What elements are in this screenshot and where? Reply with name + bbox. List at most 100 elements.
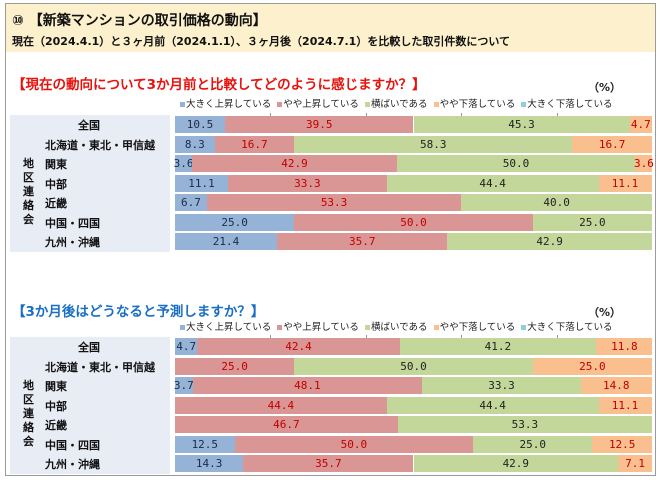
axis-tick: [556, 335, 558, 338]
bar-segment: 25.0: [473, 435, 593, 453]
legend-swatch: [180, 102, 185, 107]
bar-segment: 53.3: [206, 194, 462, 211]
bar-segment: 50.0: [294, 357, 533, 375]
bar-segment: 10.5: [175, 116, 226, 133]
bar-segment: 6.7: [175, 194, 207, 211]
bar-segment: 50.0: [396, 155, 636, 172]
legend-label: 大きく上昇している: [186, 99, 272, 110]
bar-segment: 44.4: [175, 396, 387, 414]
category-label: 中部: [45, 177, 67, 191]
category-label: 近畿: [45, 197, 67, 210]
bar-segment: 40.0: [461, 194, 652, 211]
legend-swatch: [521, 325, 527, 330]
category-label: 北海道・東北・甲信越: [45, 360, 155, 374]
legend-label: 大きく上昇している: [186, 322, 272, 333]
legend-item: やや下落している: [433, 96, 516, 110]
label-column-bg: [10, 115, 170, 252]
category-label: 北海道・東北・甲信越: [45, 138, 155, 152]
bar-segment: 4.7: [629, 116, 652, 133]
bar-segment: 44.4: [386, 396, 599, 414]
legend-swatch: [277, 325, 283, 330]
legend-item: 横ばいである: [364, 319, 428, 333]
bar-segment: 11.1: [598, 174, 652, 192]
bar-segment: 4.7: [175, 338, 198, 355]
bar-segment: 33.3: [422, 377, 581, 394]
chart2-unit: （%）: [588, 306, 622, 319]
bar-segment: 12.5: [175, 435, 235, 453]
chart1-legend: 大きく上昇している やや上昇している 横ばいである やや下落している 大きく下落している: [180, 96, 613, 110]
bar-segment: 44.4: [386, 174, 599, 192]
legend-item: 横ばいである: [364, 96, 428, 110]
chart1-title: 【現在の動向について3か月前と比較してどのように感じますか？】: [12, 77, 426, 93]
legend-item: 大きく下落している: [521, 319, 613, 333]
axis-tick: [270, 335, 272, 338]
legend-label: 横ばいである: [370, 99, 428, 110]
legend-label: やや下落している: [439, 322, 516, 333]
bar-segment: 25.0: [175, 357, 295, 375]
chart2-legend: 大きく上昇している やや上昇している 横ばいである やや下落している 大きく下落している: [180, 319, 613, 333]
legend-label: やや上昇している: [283, 322, 359, 333]
bar-segment: 42.9: [447, 233, 652, 250]
bar-segment: 25.0: [532, 357, 652, 375]
bar-segment: 50.0: [294, 213, 533, 231]
legend-item: やや下落している: [433, 319, 516, 333]
bar-segment: 53.3: [397, 416, 652, 433]
bar-segment: 8.3: [175, 135, 215, 153]
category-label: 全国: [78, 119, 100, 132]
bar-segment: 39.5: [225, 116, 414, 133]
bar-segment: 41.2: [399, 338, 597, 355]
chart2-title: 【3か月後はどうなると予測しますか？】: [12, 304, 265, 320]
region-group-label: 地区連絡会: [23, 378, 34, 448]
bar-segment: 14.3: [175, 455, 244, 472]
bar-segment: 3.6: [633, 155, 654, 172]
legend-item: やや上昇している: [277, 96, 359, 110]
bar-segment: 58.3: [294, 135, 573, 153]
legend-label: 大きく下落している: [527, 99, 613, 110]
axis-tick: [365, 335, 367, 338]
bar-segment: 42.4: [197, 338, 400, 355]
legend-item: 大きく上昇している: [180, 319, 271, 333]
category-label: 中部: [45, 399, 67, 413]
legend-swatch: [180, 325, 185, 330]
bar-segment: 7.1: [618, 455, 652, 472]
bar-segment: 48.1: [192, 377, 423, 394]
axis-tick: [365, 113, 367, 116]
page-title: ⑩ 【新築マンションの取引価格の動向】: [12, 13, 267, 29]
category-label: 九州・沖縄: [45, 236, 100, 249]
legend-label: 大きく下落している: [527, 322, 613, 333]
panel-frame: [5, 3, 656, 476]
bar-segment: 42.9: [413, 455, 619, 472]
legend-swatch: [364, 325, 370, 330]
bar-segment: 33.3: [227, 174, 387, 192]
bar-segment: 35.7: [277, 233, 448, 250]
category-label: 関東: [45, 158, 67, 171]
bar-segment: 3.6: [173, 155, 194, 172]
legend-item: やや上昇している: [277, 319, 359, 333]
category-label: 中国・四国: [45, 438, 100, 452]
header-band: ⑩ 【新築マンションの取引価格の動向】 現在（2024.4.1）と３ヶ月前（20…: [6, 4, 655, 52]
chart2: 地区連絡会 全国 4.7 42.4 41.2 11.8 北海道・東北・甲信越 25.0 50.0…: [10, 335, 655, 474]
legend-swatch: [364, 102, 370, 107]
bar-segment: 3.7: [173, 377, 194, 394]
bar-segment: 46.7: [175, 416, 398, 433]
legend-item: 大きく下落している: [521, 96, 613, 110]
bar-segment: 12.5: [592, 435, 652, 453]
legend-label: やや下落している: [439, 99, 516, 110]
page-subtitle: 現在（2024.4.1）と３ヶ月前（2024.1.1）、３ヶ月後（2024.7.…: [12, 35, 511, 48]
bar-segment: 25.0: [175, 213, 295, 231]
category-label: 九州・沖縄: [45, 458, 100, 471]
bar-segment: 14.8: [580, 377, 652, 394]
bar-segment: 50.0: [234, 435, 474, 453]
legend-swatch: [277, 102, 283, 107]
bar-segment: 11.1: [175, 174, 228, 192]
bar-segment: 11.1: [598, 396, 652, 414]
legend-label: 横ばいである: [370, 322, 428, 333]
label-column-bg: [10, 337, 170, 474]
chart1-unit: （%）: [588, 81, 622, 94]
category-label: 全国: [78, 341, 100, 354]
chart1: 地区連絡会 全国 10.5 39.5 45.3 4.7 北海道・東北・甲信越 8.3 16.7 5…: [10, 113, 655, 252]
region-group-label: 地区連絡会: [23, 156, 34, 226]
legend-label: やや上昇している: [283, 99, 359, 110]
axis-tick: [461, 335, 463, 338]
bar-segment: 16.7: [572, 135, 652, 153]
